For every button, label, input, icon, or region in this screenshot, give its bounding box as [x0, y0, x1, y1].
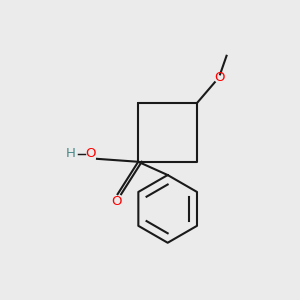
- Text: O: O: [85, 147, 95, 160]
- Text: H: H: [66, 147, 76, 160]
- Text: O: O: [214, 71, 224, 84]
- Text: O: O: [111, 195, 122, 208]
